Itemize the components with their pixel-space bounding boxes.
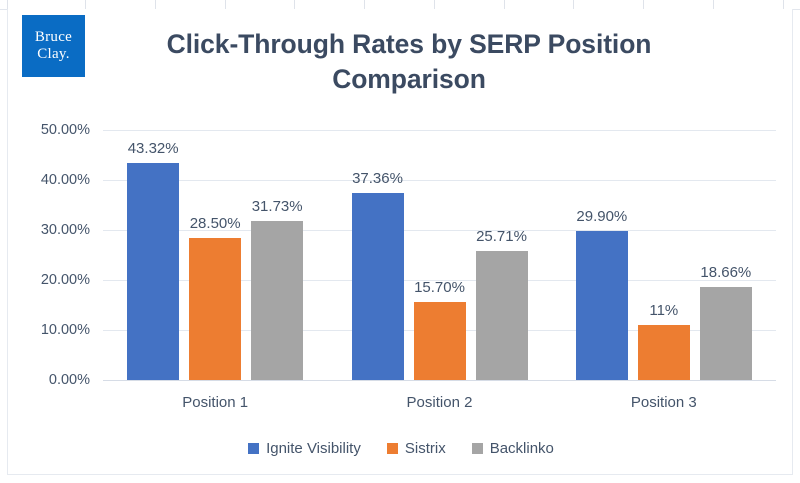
- y-gridline: [103, 380, 776, 381]
- legend-item[interactable]: Ignite Visibility: [248, 440, 361, 457]
- bar-value-label: 28.50%: [189, 214, 241, 232]
- y-axis-tick-label: 10.00%: [40, 322, 90, 338]
- bar-value-label: 15.70%: [414, 278, 465, 296]
- chart-title-line-2: Comparison: [332, 64, 486, 95]
- y-axis-tick-label: 20.00%: [40, 272, 90, 288]
- sheet-column-divider: [155, 0, 156, 9]
- bar-value-label: 31.73%: [251, 198, 303, 216]
- bar-value-label: 43.32%: [127, 140, 179, 158]
- chart-title-line-1: Click-Through Rates by SERP Position: [166, 29, 652, 59]
- plot-area: 0.00% 10.00% 20.00% 30.00% 40.00% 50.00% 43.32…: [8, 9, 794, 475]
- sheet-column-divider: [643, 0, 644, 9]
- sheet-column-divider: [434, 0, 435, 9]
- y-axis-tick-label: 50.00%: [40, 122, 90, 138]
- y-gridline: [103, 130, 776, 131]
- y-axis-tick-label: 40.00%: [40, 172, 90, 188]
- sheet-column-divider: [364, 0, 365, 9]
- x-axis-tick-label: Position 3: [630, 394, 697, 411]
- chart-legend: Ignite Visibility Sistrix Backlinko: [8, 440, 794, 457]
- logo-line-bruce: Bruce: [34, 29, 73, 45]
- sheet-column-divider: [713, 0, 714, 9]
- y-axis-tick-label: 30.00%: [40, 222, 90, 238]
- legend-color-swatch: [248, 443, 260, 454]
- bar[interactable]: [189, 237, 242, 380]
- legend-color-swatch: [471, 443, 483, 454]
- sheet-column-divider: [294, 0, 295, 9]
- sheet-column-divider: [85, 0, 86, 9]
- bar[interactable]: [251, 221, 304, 380]
- legend-color-swatch: [386, 443, 398, 454]
- bar[interactable]: [351, 193, 404, 380]
- legend-label: Ignite Visibility: [266, 440, 361, 457]
- logo-line-clay: Clay.: [37, 46, 70, 62]
- x-axis-tick-label: Position 2: [406, 394, 473, 411]
- legend-label: Sistrix: [404, 440, 446, 457]
- bar-value-label: 29.90%: [576, 207, 628, 225]
- bar[interactable]: [475, 251, 528, 380]
- sheet-column-divider: [573, 0, 574, 9]
- bar-value-label: 25.71%: [476, 228, 527, 246]
- bar[interactable]: [699, 286, 752, 380]
- bruce-clay-logo: Bruce Clay.: [22, 15, 85, 77]
- bar-value-label: 18.66%: [700, 263, 752, 281]
- sheet-column-divider: [783, 0, 784, 9]
- bar[interactable]: [127, 163, 180, 380]
- legend-label: Backlinko: [489, 440, 554, 457]
- bar[interactable]: [575, 230, 628, 380]
- x-axis-tick-label: Position 1: [182, 394, 249, 411]
- bar-value-label: 11%: [649, 302, 679, 319]
- y-gridline: [103, 230, 776, 231]
- legend-item[interactable]: Backlinko: [471, 440, 554, 457]
- bar[interactable]: [413, 301, 466, 380]
- bar[interactable]: [637, 325, 690, 380]
- sheet-column-divider: [225, 0, 226, 9]
- bar-value-label: 37.36%: [352, 170, 403, 188]
- y-axis-tick-label: 0.00%: [48, 372, 90, 388]
- legend-item[interactable]: Sistrix: [386, 440, 446, 457]
- y-gridline: [103, 180, 776, 181]
- sheet-column-divider: [504, 0, 505, 9]
- chart-title: Click-Through Rates by SERP Position Com…: [103, 27, 715, 97]
- chart-container[interactable]: Bruce Clay. Click-Through Rates by SERP …: [7, 9, 793, 475]
- sheet-column-divider: [7, 0, 8, 9]
- y-gridline: [103, 280, 776, 281]
